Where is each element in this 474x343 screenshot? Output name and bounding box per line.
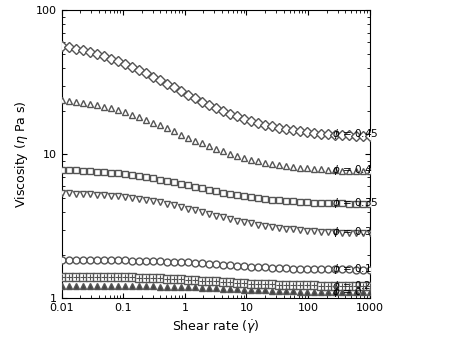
Y-axis label: Viscosity ($\eta$ Pa s): Viscosity ($\eta$ Pa s)	[13, 100, 30, 208]
Text: $\phi$ = 0.3: $\phi$ = 0.3	[332, 225, 372, 239]
Text: $\phi$ = 0.4: $\phi$ = 0.4	[332, 163, 372, 177]
Text: $\phi$ = 0.1: $\phi$ = 0.1	[332, 262, 372, 276]
Text: $\phi$ = 0.45: $\phi$ = 0.45	[332, 127, 379, 141]
Text: $\phi$ = 0.2: $\phi$ = 0.2	[332, 279, 371, 293]
X-axis label: Shear rate ($\dot{\gamma}$): Shear rate ($\dot{\gamma}$)	[172, 319, 260, 336]
Text: $\phi$ = 0.35: $\phi$ = 0.35	[332, 196, 379, 210]
Text: $\phi$ = 0: $\phi$ = 0	[332, 285, 362, 299]
